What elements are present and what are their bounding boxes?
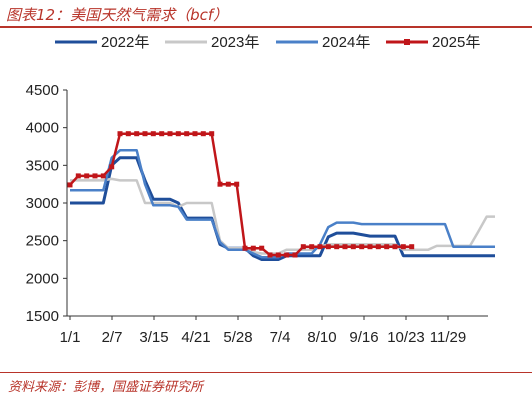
series-line-2025年 — [69, 132, 412, 257]
footer-rule — [0, 372, 532, 373]
series-marker — [184, 131, 190, 137]
x-tick-label: 2/7 — [102, 329, 123, 346]
series-marker — [317, 244, 323, 250]
series-marker — [125, 131, 131, 137]
line-chart: 2022年 2023年 2024年 2025年 1500 2000 2500 3000 350… — [26, 34, 495, 346]
x-tick-label: 4/21 — [181, 329, 210, 346]
chart-series — [67, 131, 495, 261]
series-marker — [159, 131, 165, 137]
series-marker — [300, 244, 306, 250]
series-marker — [309, 244, 315, 250]
legend-label: 2022年 — [101, 34, 149, 51]
series-marker — [192, 131, 198, 137]
series-marker — [100, 173, 106, 179]
x-tick-label: 10/23 — [387, 329, 425, 346]
source-note: 资料来源：彭博，国盛证券研究所 — [8, 380, 204, 395]
series-marker — [359, 244, 365, 250]
series-marker — [292, 252, 298, 258]
series-marker — [92, 173, 98, 179]
series-line-2024年 — [70, 149, 495, 259]
chart-legend: 2022年 2023年 2024年 2025年 — [55, 34, 480, 51]
x-tick-label: 8/10 — [307, 329, 336, 346]
x-tick-label: 3/15 — [139, 329, 168, 346]
x-tick-label: 9/16 — [349, 329, 378, 346]
y-tick-label: 2000 — [26, 270, 59, 287]
series-marker — [117, 131, 123, 137]
legend-marker — [404, 39, 410, 45]
y-tick-label: 4500 — [26, 82, 59, 99]
series-marker — [242, 245, 248, 251]
series-marker — [350, 244, 356, 250]
series-marker — [267, 252, 273, 258]
series-marker — [84, 173, 90, 179]
series-marker — [325, 244, 331, 250]
chart-title: 图表12：美国天然气需求（bcf） — [6, 6, 229, 24]
chart-axes: 1500 2000 2500 3000 3500 4000 4500 1/1 2/7 3/15 4/… — [26, 82, 488, 346]
series-marker — [234, 181, 240, 187]
series-marker — [400, 244, 406, 250]
series-marker — [384, 244, 390, 250]
series-marker — [109, 164, 115, 170]
series-marker — [259, 245, 265, 251]
series-line-2022年 — [70, 156, 495, 261]
y-tick-label: 4000 — [26, 120, 59, 137]
legend-label: 2025年 — [432, 34, 480, 51]
title-rule — [0, 26, 532, 28]
series-marker — [250, 245, 256, 251]
series-marker — [334, 244, 340, 250]
series-marker — [225, 181, 231, 187]
series-marker — [375, 244, 381, 250]
series-line-2023年 — [70, 177, 495, 255]
series-marker — [67, 182, 73, 188]
x-tick-label: 1/1 — [60, 329, 81, 346]
series-marker — [342, 244, 348, 250]
series-marker — [367, 244, 373, 250]
series-marker — [75, 173, 81, 179]
series-marker — [409, 244, 415, 250]
series-marker — [175, 131, 181, 137]
legend-label: 2024年 — [322, 34, 370, 51]
x-tick-label: 11/29 — [430, 329, 466, 346]
x-tick-label: 5/28 — [223, 329, 252, 346]
y-tick-label: 3000 — [26, 195, 59, 212]
series-marker — [200, 131, 206, 137]
series-marker — [209, 131, 215, 137]
series-marker — [284, 252, 290, 258]
y-tick-label: 3500 — [26, 157, 59, 174]
y-tick-label: 2500 — [26, 233, 59, 250]
series-marker — [142, 131, 148, 137]
series-marker — [217, 181, 223, 187]
y-tick-label: 1500 — [26, 308, 59, 325]
series-marker — [392, 244, 398, 250]
series-marker — [167, 131, 173, 137]
series-marker — [134, 131, 140, 137]
series-marker — [150, 131, 156, 137]
legend-label: 2023年 — [211, 34, 259, 51]
x-tick-label: 7/4 — [270, 329, 291, 346]
series-marker — [275, 252, 281, 258]
